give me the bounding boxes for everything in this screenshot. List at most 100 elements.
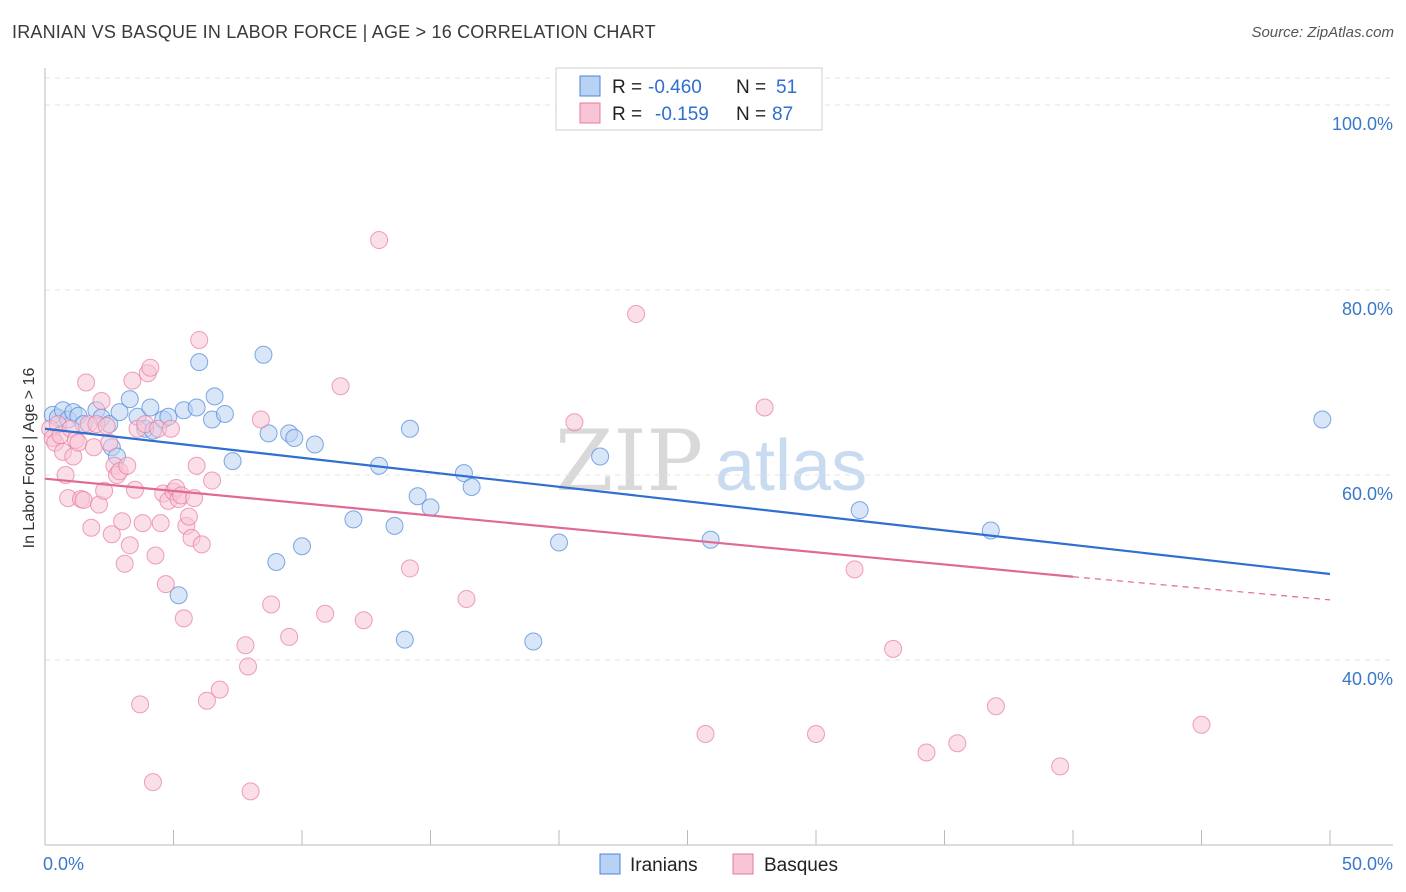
point-iranians xyxy=(408,487,427,506)
point-iranians xyxy=(400,419,419,438)
point-iranians xyxy=(385,516,404,535)
point-iranians xyxy=(850,501,869,520)
point-basques xyxy=(192,535,211,554)
x-tick-label-min: 0.0% xyxy=(43,854,84,874)
point-basques xyxy=(884,639,903,658)
point-basques xyxy=(115,554,134,573)
point-basques xyxy=(316,604,335,623)
point-iranians xyxy=(591,447,610,466)
point-basques xyxy=(696,725,715,743)
stats-legend: R = -0.460 N = 51 R = -0.159 N = 87 xyxy=(555,67,823,131)
point-iranians xyxy=(462,478,481,497)
x-tick-label-max: 50.0% xyxy=(1342,854,1393,874)
point-basques xyxy=(120,536,139,555)
point-iranians xyxy=(187,398,206,417)
point-iranians xyxy=(259,424,278,443)
point-iranians xyxy=(550,533,568,552)
point-basques xyxy=(113,512,132,531)
point-basques xyxy=(262,595,281,614)
point-basques xyxy=(807,725,825,743)
point-basques xyxy=(986,697,1005,716)
legend-r-label-iranians: R = xyxy=(612,77,642,98)
trend-basques xyxy=(44,477,1074,578)
bottom-legend-iranians: Iranians xyxy=(630,855,698,876)
point-basques xyxy=(755,398,774,417)
axes: 40.0% 60.0% 80.0% 100.0% xyxy=(44,68,1393,846)
point-iranians xyxy=(223,452,242,471)
point-basques xyxy=(331,377,350,396)
point-iranians xyxy=(395,630,414,649)
point-basques xyxy=(354,611,373,630)
legend-r-label-basques: R = xyxy=(612,104,642,125)
point-basques xyxy=(74,490,93,509)
trend-iranians xyxy=(44,427,1331,576)
point-basques xyxy=(400,559,419,578)
point-basques xyxy=(77,373,96,392)
bottom-legend-swatch-iranians xyxy=(599,853,621,875)
legend-n-label-iranians: N = xyxy=(736,77,766,98)
series-legend: Iranians Basques xyxy=(599,853,838,876)
legend-r-value-basques: -0.159 xyxy=(655,104,709,125)
data-points xyxy=(41,231,1332,801)
y-tick-label: 60.0% xyxy=(1342,484,1393,504)
point-iranians xyxy=(120,390,139,409)
point-basques xyxy=(190,330,209,349)
bottom-legend-basques: Basques xyxy=(764,855,838,876)
point-basques xyxy=(156,575,175,594)
point-iranians xyxy=(169,586,188,605)
point-basques xyxy=(197,691,216,710)
point-basques xyxy=(92,392,111,410)
point-basques xyxy=(239,657,258,676)
legend-swatch-iranians xyxy=(579,75,601,97)
point-basques xyxy=(97,416,116,435)
point-basques xyxy=(280,627,299,646)
point-basques xyxy=(118,456,137,475)
y-tick-label: 80.0% xyxy=(1342,299,1393,319)
point-iranians xyxy=(267,552,286,571)
point-basques xyxy=(370,231,389,250)
point-iranians xyxy=(205,387,224,406)
trend-extension-basques xyxy=(1072,576,1331,601)
point-basques xyxy=(236,636,255,655)
point-basques xyxy=(948,734,967,753)
legend-r-value-iranians: -0.460 xyxy=(648,77,702,98)
point-iranians xyxy=(110,403,129,422)
y-tick-label: 100.0% xyxy=(1332,114,1393,134)
legend-swatch-basques xyxy=(579,102,601,124)
point-basques xyxy=(151,514,170,533)
point-basques xyxy=(210,680,229,699)
point-basques xyxy=(146,546,165,565)
point-basques xyxy=(241,782,260,801)
point-iranians xyxy=(701,530,720,549)
point-iranians xyxy=(190,353,209,372)
point-basques xyxy=(917,743,936,762)
point-basques xyxy=(102,525,121,544)
legend-n-label-basques: N = xyxy=(736,104,766,125)
point-basques xyxy=(82,518,101,537)
point-basques xyxy=(95,481,114,500)
point-iranians xyxy=(421,498,440,517)
bottom-legend-swatch-basques xyxy=(732,853,754,875)
point-basques xyxy=(125,480,144,499)
point-basques xyxy=(174,609,193,628)
point-iranians xyxy=(293,537,311,556)
point-basques xyxy=(133,514,152,533)
point-basques xyxy=(565,413,584,432)
legend-n-value-basques: 87 xyxy=(772,104,793,125)
chart-source: Source: ZipAtlas.com xyxy=(1251,24,1394,41)
point-iranians xyxy=(305,435,324,454)
point-basques xyxy=(123,371,142,390)
point-basques xyxy=(100,433,119,452)
point-iranians xyxy=(524,632,543,651)
point-basques xyxy=(131,695,150,714)
y-axis-label: In Labor Force | Age > 16 xyxy=(21,368,38,549)
point-iranians xyxy=(344,510,363,529)
point-basques xyxy=(251,410,270,429)
point-basques xyxy=(141,358,160,377)
legend-n-value-iranians: 51 xyxy=(776,77,797,98)
point-basques xyxy=(203,471,222,490)
point-iranians xyxy=(285,429,304,447)
point-iranians xyxy=(1313,410,1332,429)
point-basques xyxy=(627,305,646,324)
y-tick-label: 40.0% xyxy=(1342,669,1393,689)
